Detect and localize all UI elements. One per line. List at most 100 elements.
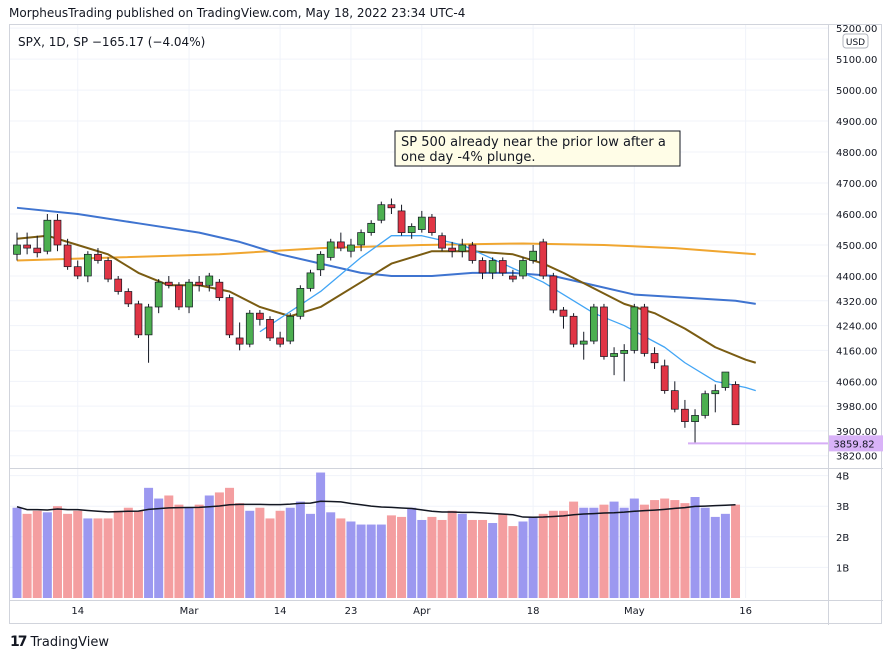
volume-bar <box>670 500 680 598</box>
price-tick-label: 5200.00 <box>836 25 877 35</box>
annotation-box[interactable]: SP 500 already near the prior low after … <box>394 130 681 167</box>
chart-frame: 3859.82 3820.00 3900.00 3980.00 4060.00 4160… <box>9 24 883 625</box>
volume-bar <box>488 523 498 598</box>
volume-tick-label: 4B <box>836 472 849 483</box>
candle-body <box>711 390 720 395</box>
publisher-line: MorpheusTrading published on TradingView… <box>9 6 466 20</box>
candle-body <box>185 281 193 308</box>
volume-bar <box>376 524 386 598</box>
volume-bar <box>680 503 690 598</box>
candle-body <box>478 260 487 274</box>
candle-body <box>681 408 689 422</box>
candle-body <box>610 353 618 357</box>
candle-body <box>660 365 669 391</box>
volume-bar <box>285 507 295 598</box>
time-tick-label: 14 <box>274 606 287 617</box>
volume-bar <box>427 516 437 598</box>
candle-body <box>205 275 214 286</box>
time-tick-label: Apr <box>413 606 431 617</box>
candle-body <box>124 291 133 305</box>
candle-body <box>731 384 740 426</box>
volume-bar <box>467 519 477 598</box>
candle-body <box>104 260 112 280</box>
candle-body <box>235 337 244 345</box>
volume-bar <box>235 503 245 598</box>
price-tick-label: 5100.00 <box>836 55 877 66</box>
candle-body <box>225 297 234 336</box>
volume-bar <box>336 518 346 598</box>
volume-bar <box>397 516 407 598</box>
volume-bar <box>366 524 376 598</box>
candle-body <box>529 250 537 261</box>
price-tick-label: 4060.00 <box>836 377 877 388</box>
volume-bar <box>305 513 315 598</box>
volume-average-line <box>16 500 736 519</box>
candle-body <box>721 371 730 388</box>
candle-body <box>347 244 355 252</box>
volume-bar <box>63 513 73 598</box>
volume-bar <box>629 498 639 598</box>
tradingview-logo-icon: 17 <box>10 634 28 650</box>
price-tick-label: 4240.00 <box>836 322 877 333</box>
price-tick-label: 4900.00 <box>836 117 877 128</box>
candle-body <box>488 260 497 274</box>
volume-bar <box>326 512 336 598</box>
volume-bar <box>619 507 629 598</box>
price-tick-label: 4320.00 <box>836 297 877 308</box>
candle-body <box>357 232 365 246</box>
volume-bar <box>518 521 528 598</box>
volume-bar <box>386 515 396 598</box>
time-tick-label: 23 <box>345 606 358 617</box>
candle-body <box>579 340 588 345</box>
candle-body <box>306 272 315 289</box>
candle-body <box>114 278 123 292</box>
volume-tick-label: 2B <box>836 533 849 544</box>
volume-bar <box>204 495 214 598</box>
candle-body <box>539 241 548 277</box>
price-tick-label: 4800.00 <box>836 148 877 159</box>
moving-average-ma50 <box>16 206 756 305</box>
annotation-line-2: one day -4% plunge. <box>401 150 536 165</box>
volume-bar <box>214 492 224 598</box>
volume-bar <box>103 518 113 598</box>
volume-bar <box>579 507 589 598</box>
candle-body <box>245 312 254 345</box>
candles <box>13 198 740 444</box>
volume-bar <box>569 501 579 598</box>
currency-badge[interactable]: USD <box>842 33 869 49</box>
candle-body <box>620 350 629 354</box>
candle-body <box>589 306 598 342</box>
candle-body <box>701 393 710 416</box>
price-tick-label: 4600.00 <box>836 210 877 221</box>
volume-tick-label: 1B <box>836 563 849 574</box>
volume-bar <box>548 510 558 598</box>
candle-body <box>377 204 386 221</box>
volume-bar <box>447 510 457 598</box>
time-tick-label: 14 <box>71 606 84 617</box>
volume-bar <box>144 487 154 598</box>
candle-body <box>397 210 406 233</box>
volume-bar <box>194 504 204 598</box>
volume-bar <box>154 498 164 598</box>
volume-bar <box>639 504 649 598</box>
volume-bar <box>295 501 305 598</box>
volume-bar <box>508 526 518 598</box>
candle-body <box>549 275 558 311</box>
candle-body <box>256 312 264 320</box>
candle-body <box>276 337 284 345</box>
volume-bars <box>12 472 741 598</box>
volume-bar <box>32 510 42 598</box>
candle-body <box>458 244 467 252</box>
price-tick-label: 3980.00 <box>836 402 877 413</box>
volume-bar <box>650 500 660 598</box>
volume-bar <box>478 519 488 598</box>
volume-bar <box>457 513 467 598</box>
moving-average-ma20 <box>16 234 757 364</box>
axes: 3820.00 3900.00 3980.00 4060.00 4160.00 4240.… <box>10 25 883 625</box>
volume-bar <box>265 518 275 598</box>
volume-bar <box>700 507 710 598</box>
price-tick-label: 5000.00 <box>836 86 877 97</box>
price-chart[interactable]: 3859.82 3820.00 3900.00 3980.00 4060.00 4160… <box>10 25 883 625</box>
candle-body <box>94 253 102 261</box>
candle-body <box>569 315 578 345</box>
